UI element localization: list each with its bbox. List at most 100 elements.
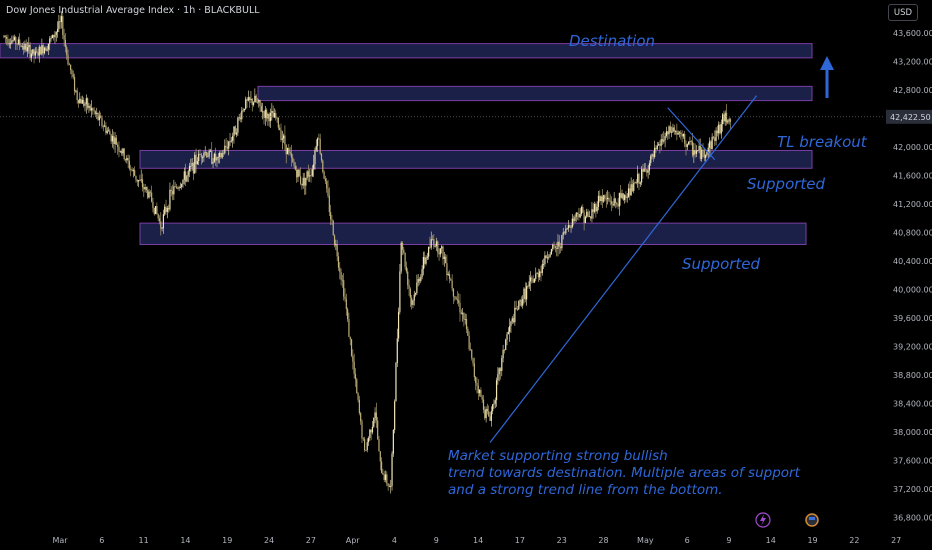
candle-body xyxy=(39,46,42,55)
candle-body xyxy=(592,209,594,212)
bottom-trend-line[interactable] xyxy=(489,95,758,443)
candle-body xyxy=(178,187,180,189)
candle-body xyxy=(694,150,696,154)
candle-body xyxy=(518,301,520,310)
candle-body xyxy=(247,97,249,101)
candle-body xyxy=(604,195,606,199)
candle-body xyxy=(386,474,388,484)
candle-body xyxy=(455,296,457,300)
candle-body xyxy=(719,124,721,134)
candle-body xyxy=(571,218,573,228)
candle-body xyxy=(514,307,516,323)
candle-body xyxy=(254,95,256,103)
candle-body xyxy=(599,195,601,202)
candle-body xyxy=(234,126,236,135)
candle-body xyxy=(369,429,371,438)
candle-body xyxy=(170,189,172,192)
candle-body xyxy=(494,400,496,404)
candle-body xyxy=(168,207,170,210)
candle-body xyxy=(186,175,188,182)
candle-body xyxy=(135,175,137,180)
candle-body xyxy=(139,180,141,181)
candle-body xyxy=(647,170,649,173)
support-zone[interactable] xyxy=(139,222,807,245)
candle-body xyxy=(723,114,725,122)
descending-trend-line[interactable] xyxy=(667,107,716,161)
candle-body xyxy=(117,144,119,147)
candle-body xyxy=(111,136,114,142)
candle-body xyxy=(576,212,579,215)
candle-body xyxy=(70,64,72,71)
candle-body xyxy=(437,241,439,253)
candle-body xyxy=(397,311,400,339)
candle-body xyxy=(468,335,470,350)
time-tick-label: 4 xyxy=(392,536,397,545)
candle-body xyxy=(418,278,421,282)
candle-body xyxy=(674,130,677,132)
candle-body xyxy=(209,150,212,152)
candle-body xyxy=(448,273,451,280)
candle-body xyxy=(610,201,613,205)
candle-body xyxy=(60,16,63,23)
candle-body xyxy=(644,168,647,170)
candle-body xyxy=(330,212,332,220)
time-tick-label: 9 xyxy=(434,536,439,545)
candle-body xyxy=(603,195,605,202)
candle-body xyxy=(320,153,323,161)
candle-body xyxy=(68,64,70,66)
candle-body xyxy=(235,132,238,135)
candle-body xyxy=(279,127,281,131)
candle-body xyxy=(516,309,519,310)
time-tick-label: 24 xyxy=(264,536,274,545)
candle-body xyxy=(271,111,273,113)
candle-body xyxy=(264,109,266,118)
support-zone[interactable] xyxy=(257,85,813,102)
candle-body xyxy=(450,279,452,281)
support-zone[interactable] xyxy=(0,43,813,59)
flag-icon[interactable] xyxy=(805,513,819,527)
candle-body xyxy=(463,313,465,320)
candle-body xyxy=(609,200,611,202)
candle-body xyxy=(421,269,423,278)
candle-body xyxy=(447,273,449,276)
candle-body xyxy=(263,111,265,118)
candle-body xyxy=(523,288,525,299)
candle-body xyxy=(710,141,712,150)
candle-body xyxy=(341,279,343,281)
candle-body xyxy=(221,152,223,158)
candle-body xyxy=(617,204,619,207)
candle-body xyxy=(260,106,262,112)
candle-body xyxy=(124,159,127,161)
candle-body xyxy=(570,227,572,228)
lightning-icon[interactable] xyxy=(755,512,771,528)
candle-body xyxy=(464,319,466,320)
candles-layer xyxy=(3,9,732,494)
candle-body xyxy=(716,130,718,134)
candle-body xyxy=(12,40,14,41)
candle-body xyxy=(461,313,464,315)
candle-body xyxy=(392,429,394,454)
candle-body xyxy=(66,46,68,56)
candle-body xyxy=(233,126,235,137)
candle-body xyxy=(629,188,631,196)
candle-body xyxy=(706,152,708,155)
candle-body xyxy=(315,145,317,151)
candle-body xyxy=(387,483,389,486)
time-tick-label: Mar xyxy=(52,536,68,545)
candle-body xyxy=(107,130,110,132)
candle-body xyxy=(540,271,542,273)
candle-body xyxy=(169,189,171,210)
candle-body xyxy=(347,309,349,320)
candle-body xyxy=(469,349,472,350)
candle-body xyxy=(365,449,367,451)
time-tick-label: 14 xyxy=(766,536,776,545)
candle-body xyxy=(633,183,635,191)
candle-body xyxy=(350,339,353,356)
candle-body xyxy=(183,171,185,180)
currency-button[interactable]: USD xyxy=(888,4,918,21)
candle-body xyxy=(84,104,86,106)
candle-body xyxy=(266,109,268,119)
candle-body xyxy=(394,401,396,430)
support-zone[interactable] xyxy=(139,149,813,169)
